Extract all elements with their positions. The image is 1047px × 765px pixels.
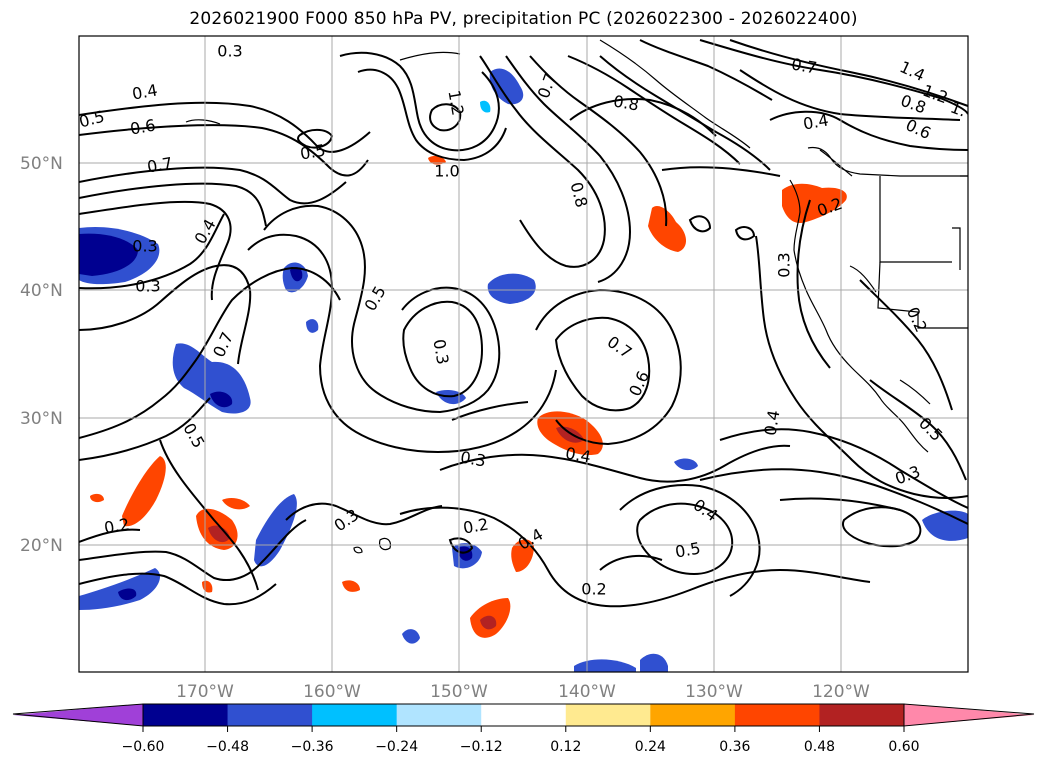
- lat-label: 30°N: [20, 409, 63, 429]
- precip-positive-coast: [782, 183, 847, 224]
- precip-negative-small-e: [480, 100, 491, 113]
- colorbar-cell: [904, 704, 1034, 726]
- contour-label: 0.3: [217, 42, 242, 61]
- colorbar-cell: [565, 704, 651, 726]
- contour-label: 0.2: [462, 514, 490, 537]
- precip-positive-small-a: [90, 493, 104, 503]
- contour-label: 0.5: [674, 538, 702, 561]
- precip-positive-southwest: [122, 456, 166, 527]
- precip-negative-southwest-core: [118, 588, 137, 601]
- contour-label: 0.6: [129, 115, 157, 138]
- pv-contours: [79, 39, 968, 608]
- contour-label: 0.3: [429, 338, 452, 366]
- contour-label: 1.0: [434, 162, 459, 181]
- gridlines: [79, 36, 968, 672]
- contour-label: 0.4: [802, 110, 830, 133]
- map-title: 2026021900 F000 850 hPa PV, precipitatio…: [189, 9, 858, 29]
- colorbar-tick-label: 0.24: [635, 739, 666, 755]
- colorbar-cell: [481, 704, 567, 726]
- map-border: [78, 35, 969, 673]
- colorbar-cell: [143, 704, 229, 726]
- precip-negative-center-west-core: [210, 391, 233, 408]
- contour-label: 1.2: [444, 89, 467, 117]
- lon-label: 120°W: [812, 682, 870, 702]
- contour-label: 0.3: [775, 252, 794, 277]
- colorbar-frame: [142, 703, 905, 727]
- colorbar-tick-label: −0.36: [291, 739, 334, 755]
- colorbar-cell: [650, 704, 736, 726]
- colorbar-tick-label: 0.48: [804, 739, 835, 755]
- contour-label: 0.4: [131, 80, 159, 103]
- contour-label: 0.4: [760, 409, 783, 437]
- colorbar-tick-label: −0.12: [460, 739, 503, 755]
- contour-label: 0.7: [790, 54, 818, 77]
- contour-label: 0.3: [135, 277, 160, 296]
- colorbar-cell: [734, 704, 820, 726]
- lat-label: 50°N: [20, 154, 63, 174]
- precip-negative-mid: [487, 273, 536, 304]
- lon-label: 170°W: [176, 682, 234, 702]
- lat-label: 40°N: [20, 281, 63, 301]
- colorbar-cell: [227, 704, 313, 726]
- contour-label: 0.2: [581, 580, 606, 599]
- coastlines: [185, 39, 968, 554]
- contour-label: 0.3: [459, 447, 487, 470]
- precip-positive-small-b: [342, 580, 360, 592]
- precip-negative-center-west: [172, 343, 251, 414]
- precip-negative-island-core: [290, 267, 303, 282]
- colorbar-cell: [819, 704, 905, 726]
- precip-negative-southwest-band: [254, 494, 297, 567]
- precip-negative-south: [574, 659, 636, 672]
- precip-negative-southeast: [640, 653, 668, 672]
- contour-label: 1.: [948, 98, 969, 121]
- colorbar-tick-label: −0.60: [122, 739, 165, 755]
- precip-negative-west-core: [79, 233, 138, 276]
- colorbar: −0.60 −0.48 −0.36 −0.24 −0.12 0.12 0.24 0.36 0.4…: [12, 703, 1035, 755]
- precip-negative-north: [489, 68, 524, 105]
- lat-label: 20°N: [20, 536, 63, 556]
- precip-positive-central-core: [556, 426, 584, 443]
- lon-label: 160°W: [303, 682, 361, 702]
- contour-label: 0.2: [103, 514, 131, 537]
- colorbar-tick-label: 0.12: [550, 739, 581, 755]
- colorbar-cell: [312, 704, 398, 726]
- precip-negative-small-d: [306, 319, 319, 333]
- precip-negative-small-c: [402, 629, 420, 644]
- lon-label: 140°W: [558, 682, 616, 702]
- latitude-labels: 50°N 40°N 30°N 20°N: [20, 154, 63, 556]
- contour-label: 0.5: [299, 140, 327, 163]
- colorbar-cell: [13, 704, 143, 726]
- precip-positive-northeast: [648, 205, 687, 252]
- colorbar-tick-label: −0.24: [375, 739, 418, 755]
- colorbar-tick-label: 0.36: [719, 739, 750, 755]
- precip-negative-small-b: [674, 458, 698, 471]
- precip-positive-southwest-b-core: [208, 525, 230, 543]
- precip-positive-hawaii-east: [511, 539, 534, 572]
- precip-negative-southwest: [79, 568, 160, 610]
- lon-label: 130°W: [685, 682, 743, 702]
- longitude-labels: 170°W 160°W 150°W 140°W 130°W 120°W: [176, 682, 870, 702]
- contour-label: 0.7: [146, 153, 174, 176]
- contour-label: 0.8: [612, 91, 640, 114]
- colorbar-cell: [396, 704, 482, 726]
- precip-positive-south-central-core: [480, 615, 497, 630]
- precip-positive-small-e: [222, 498, 250, 510]
- colorbar-tick-label: −0.48: [206, 739, 249, 755]
- lon-label: 150°W: [430, 682, 488, 702]
- colorbar-tick-label: 0.60: [888, 739, 919, 755]
- contour-label: 0.3: [132, 237, 157, 256]
- contour-label: 0.4: [564, 443, 592, 466]
